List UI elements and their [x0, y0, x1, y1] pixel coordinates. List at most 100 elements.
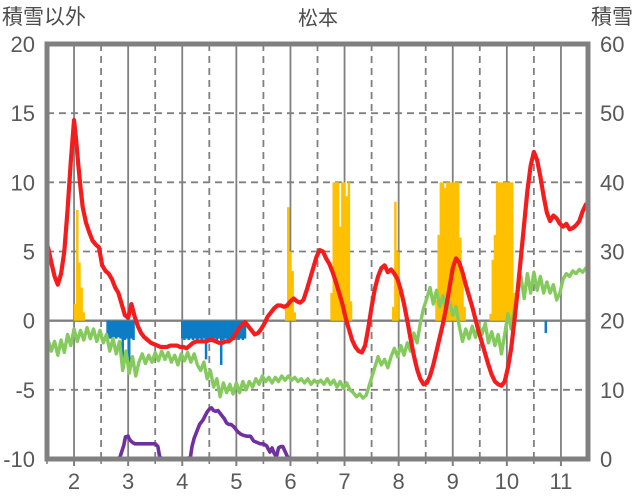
bar — [443, 187, 447, 321]
bar — [73, 304, 77, 321]
bar — [508, 182, 512, 321]
bar — [115, 320, 118, 339]
x-tick-label: 9 — [447, 469, 459, 494]
bar — [232, 320, 236, 341]
right-axis-ticks: 60 50 40 30 20 10 0 — [600, 32, 624, 472]
bar — [489, 313, 492, 321]
bar — [181, 320, 184, 339]
bar — [289, 251, 292, 321]
y-tick-label-right: 0 — [600, 447, 612, 472]
bar — [215, 320, 219, 341]
bar — [502, 182, 505, 321]
left-axis-ticks: 20 15 10 5 0 -5 -10 — [3, 32, 35, 472]
bar — [506, 182, 510, 321]
y-tick-label-left: 10 — [11, 170, 35, 195]
bar — [209, 320, 212, 339]
bar — [287, 207, 290, 321]
bar — [132, 320, 135, 341]
y-tick-label-left: 15 — [11, 101, 35, 126]
y-tick-label-right: 30 — [600, 240, 624, 265]
bar — [189, 320, 193, 339]
bar — [336, 182, 340, 321]
bar — [193, 320, 197, 339]
y-tick-label-left: 20 — [11, 32, 35, 57]
bar — [117, 320, 120, 338]
bar — [343, 182, 346, 321]
bar — [187, 320, 190, 341]
bar — [544, 320, 548, 334]
y-tick-label-right: 60 — [600, 32, 624, 57]
x-tick-label: 3 — [122, 469, 134, 494]
bar — [437, 234, 440, 321]
bar — [448, 182, 451, 321]
y-tick-label-right: 40 — [600, 170, 624, 195]
bar — [463, 306, 466, 321]
x-tick-label: 7 — [338, 469, 350, 494]
bar — [446, 182, 449, 321]
x-axis-ticks: 2 3 4 5 6 7 8 9 10 11 — [46, 459, 573, 494]
bar — [345, 196, 348, 321]
page-title: 松本 — [298, 6, 338, 30]
bar — [191, 320, 195, 341]
bar — [224, 320, 227, 339]
bar — [125, 320, 129, 339]
bar — [511, 182, 514, 321]
bar — [82, 312, 86, 321]
bar — [226, 320, 229, 341]
bar — [439, 182, 443, 321]
bar — [500, 182, 503, 321]
bar — [241, 320, 245, 341]
bar — [217, 320, 221, 339]
bar — [332, 182, 335, 321]
bar — [450, 182, 453, 321]
bar — [347, 182, 351, 321]
x-tick-label: 4 — [176, 469, 188, 494]
bar — [112, 320, 116, 338]
bar — [206, 320, 210, 341]
bar — [183, 320, 186, 341]
bar — [198, 320, 201, 339]
bar — [441, 182, 445, 321]
y-tick-label-right: 10 — [600, 378, 624, 403]
bar — [504, 182, 508, 321]
bar — [80, 287, 83, 321]
x-tick-label: 6 — [284, 469, 296, 494]
bar — [239, 320, 242, 339]
left-axis-title: 積雪以外 — [2, 5, 86, 29]
bar — [108, 320, 112, 339]
bar — [491, 259, 495, 321]
bar — [213, 320, 216, 339]
bar — [211, 320, 214, 341]
bar — [110, 320, 114, 339]
y-tick-label-left: -5 — [15, 378, 35, 403]
bar — [461, 276, 464, 321]
bar — [230, 320, 234, 341]
bar — [495, 182, 499, 321]
x-tick-label: 10 — [495, 469, 519, 494]
bar — [130, 320, 133, 339]
x-tick-label: 11 — [550, 469, 573, 494]
y-tick-label-right: 20 — [600, 309, 624, 334]
bar — [349, 301, 353, 321]
y-tick-label-left: 5 — [23, 240, 35, 265]
bar — [228, 320, 232, 339]
green-series-line — [46, 266, 588, 400]
bar — [106, 320, 109, 338]
bar — [338, 226, 342, 321]
bar — [202, 320, 206, 339]
bar — [330, 293, 333, 321]
x-tick-label: 5 — [230, 469, 242, 494]
bar — [76, 210, 79, 321]
bar — [456, 182, 460, 321]
bar — [78, 262, 81, 321]
y-tick-label-left: -10 — [3, 447, 35, 472]
bar — [435, 299, 438, 321]
bar — [196, 320, 199, 341]
bar — [391, 306, 395, 321]
y-tick-label-right: 50 — [600, 101, 624, 126]
bar — [394, 201, 397, 321]
bar — [291, 270, 294, 321]
bar — [493, 234, 497, 321]
bar — [243, 320, 247, 339]
